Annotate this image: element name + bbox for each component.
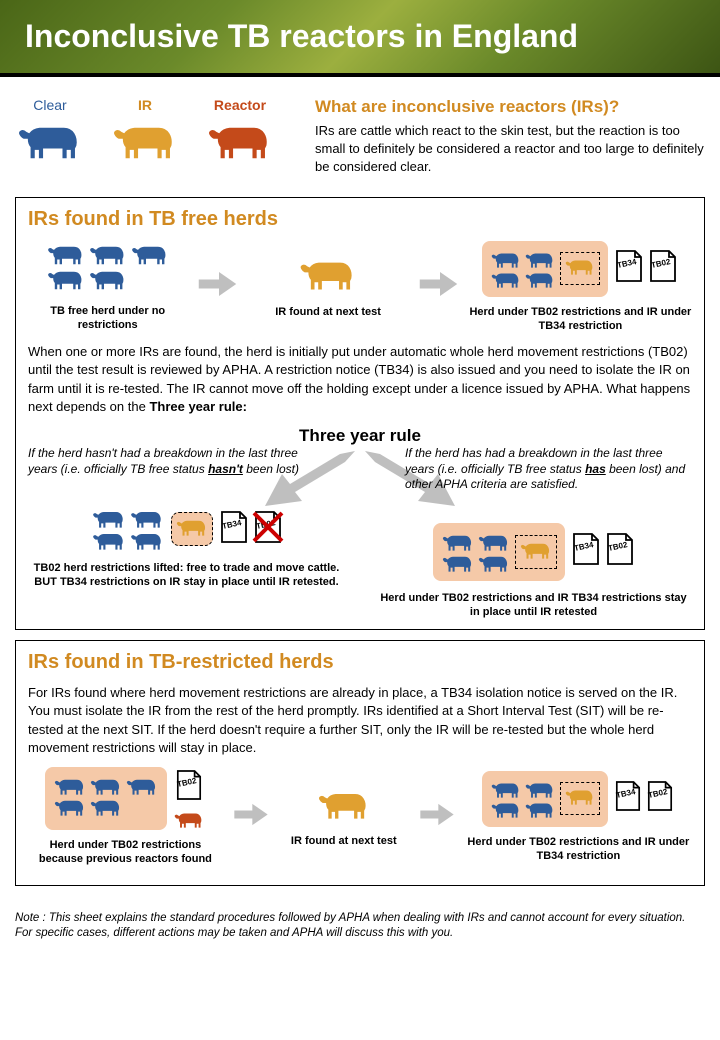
step2-caption: IR found at next test — [248, 305, 407, 319]
flow2-step3: TB34 TB02 Herd under TB02 restrictions a… — [465, 771, 692, 864]
arrow-icon — [417, 801, 457, 833]
left-branch: If the herd hasn't had a breakdown in th… — [28, 521, 345, 619]
cow-icon-ir — [110, 118, 180, 161]
right-note: If the herd has had a breakdown in the l… — [375, 446, 692, 493]
flow2-cap3: Herd under TB02 restrictions and IR unde… — [465, 835, 692, 864]
legend-ir: IR — [110, 97, 180, 166]
arrow-icon — [231, 801, 271, 833]
flow-step-1: TB free herd under no restrictions — [28, 241, 187, 333]
reactor-label: Reactor — [205, 97, 275, 113]
step3-caption: Herd under TB02 restrictions and IR unde… — [469, 305, 692, 334]
flow2-cap2: IR found at next test — [279, 834, 409, 848]
flow-step-2: IR found at next test — [248, 254, 407, 319]
section-tb-restricted: IRs found in TB-restricted herds For IRs… — [15, 640, 705, 885]
left-note: If the herd hasn't had a breakdown in th… — [28, 446, 345, 477]
legend-row: Clear IR Reactor What are inconclusive r… — [15, 97, 705, 177]
right-branch: If the herd has had a breakdown in the l… — [375, 521, 692, 619]
section2-para: For IRs found where herd movement restri… — [28, 684, 692, 757]
flow2-cap1: Herd under TB02 restrictions because pre… — [28, 838, 223, 867]
section1-title: IRs found in TB free herds — [28, 208, 692, 231]
clear-label: Clear — [15, 97, 85, 113]
right-caption: Herd under TB02 restrictions and IR TB34… — [375, 591, 692, 620]
intro-text: IRs are cattle which react to the skin t… — [315, 122, 705, 177]
flow2-step1: TB02 Herd under TB02 restrictions becaus… — [28, 767, 223, 867]
page-content: Clear IR Reactor What are inconclusive r… — [0, 77, 720, 906]
step1-caption: TB free herd under no restrictions — [28, 304, 187, 333]
right-herd: TB34 TB02 — [375, 523, 692, 581]
section-tb-free: IRs found in TB free herds TB free herd … — [15, 197, 705, 631]
section1-para: When one or more IRs are found, the herd… — [28, 343, 692, 416]
ir-label: IR — [110, 97, 180, 113]
cross-out-icon — [250, 509, 286, 545]
legend-cows: Clear IR Reactor — [15, 97, 295, 166]
legend-clear: Clear — [15, 97, 85, 166]
restricted-herd: TB34 TB02 — [469, 241, 692, 297]
flow-row-2: TB02 Herd under TB02 restrictions becaus… — [28, 767, 692, 867]
left-caption: TB02 herd restrictions lifted: free to t… — [28, 561, 345, 590]
cow-icon-reactor — [205, 118, 275, 161]
herd-box — [482, 241, 608, 297]
intro-heading: What are inconclusive reactors (IRs)? — [315, 97, 705, 117]
flow2-step2: IR found at next test — [279, 786, 409, 848]
legend-reactor: Reactor — [205, 97, 275, 166]
flow-step-3: TB34 TB02 Herd under TB02 restrictions a… — [469, 241, 692, 334]
three-year-split: If the herd hasn't had a breakdown in th… — [28, 521, 692, 619]
arrow-icon — [195, 269, 240, 304]
flow-row-1: TB free herd under no restrictions IR fo… — [28, 241, 692, 334]
herd-free — [46, 241, 170, 291]
cow-icon-reactor — [173, 809, 205, 829]
doc-icons: TB34 TB02 — [614, 248, 678, 289]
cow-icon-clear — [15, 118, 85, 161]
page-title: Inconclusive TB reactors in England — [25, 18, 695, 55]
cow-icon-ir — [316, 786, 372, 821]
cow-icon-ir — [297, 254, 359, 292]
page-header: Inconclusive TB reactors in England — [0, 0, 720, 73]
three-year-title: Three year rule — [28, 426, 692, 446]
intro-block: What are inconclusive reactors (IRs)? IR… — [315, 97, 705, 177]
footer-note: Note : This sheet explains the standard … — [0, 906, 720, 951]
section2-title: IRs found in TB-restricted herds — [28, 651, 692, 674]
left-herd: TB34 TB02 — [28, 507, 345, 551]
arrow-icon — [416, 269, 461, 304]
